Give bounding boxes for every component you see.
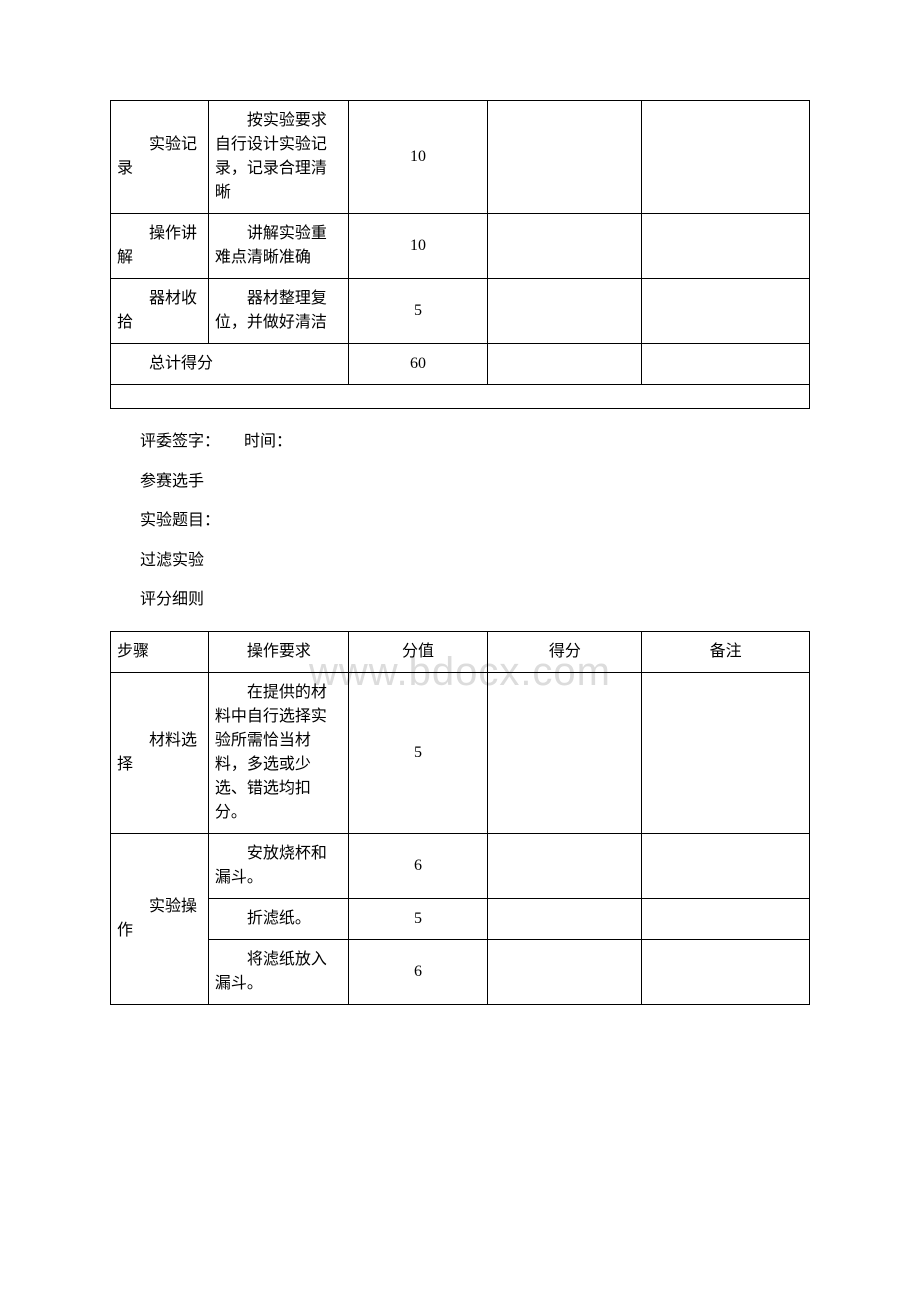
header-step: 步骤: [111, 631, 209, 672]
table-row: 器材收 拾 器材整理复位，并做好清洁 5: [111, 279, 810, 344]
score-cell: 10: [348, 214, 488, 279]
header-req-text: 操作要求: [215, 640, 342, 664]
table-row: 操作讲 解 讲解实验重难点清晰准确 10: [111, 214, 810, 279]
experiment-title-label: 实验题目：: [140, 508, 810, 534]
note-cell: [642, 101, 810, 214]
step-text-line1: 材料选: [117, 729, 202, 753]
score-cell: 6: [348, 939, 488, 1004]
table-row: 实验操 作 安放烧杯和漏斗。 6: [111, 833, 810, 898]
req-cell: 折滤纸。: [208, 898, 348, 939]
got-cell: [488, 833, 642, 898]
step-text-line2: 择: [117, 753, 202, 777]
req-cell: 讲解实验重难点清晰准确: [208, 214, 348, 279]
table-row: 将滤纸放入漏斗。 6: [111, 939, 810, 1004]
middle-text-block: 评委签字： 时间： 参赛选手 实验题目： 过滤实验 评分细则: [140, 429, 810, 613]
req-text: 折滤纸。: [215, 907, 342, 931]
step-text-line2: 解: [117, 246, 202, 270]
total-label-text: 总计得分: [117, 352, 213, 376]
note-cell: [642, 672, 810, 833]
req-cell: 安放烧杯和漏斗。: [208, 833, 348, 898]
got-cell: [488, 672, 642, 833]
step-cell: 操作讲 解: [111, 214, 209, 279]
step-text-line1: 器材收: [117, 287, 202, 311]
table-header-row: 步骤 操作要求 分值 得分 备注: [111, 631, 810, 672]
header-step-text: 步骤: [117, 643, 149, 660]
empty-cell: [111, 385, 810, 409]
contestant-line: 参赛选手: [140, 469, 810, 495]
step-text-line2: 拾: [117, 311, 202, 335]
step-text-line1: 操作讲: [117, 222, 202, 246]
note-cell: [642, 279, 810, 344]
scoring-rules-label: 评分细则: [140, 587, 810, 613]
score-cell: 5: [348, 279, 488, 344]
table-empty-row: [111, 385, 810, 409]
step-cell: 器材收 拾: [111, 279, 209, 344]
table-2: 步骤 操作要求 分值 得分 备注 材料选 择 在提供的材料中自行选择实验所需恰当…: [110, 631, 810, 1005]
req-cell: 在提供的材料中自行选择实验所需恰当材料，多选或少选、错选均扣分。: [208, 672, 348, 833]
req-text: 安放烧杯和漏斗。: [215, 842, 342, 890]
score-cell: 5: [348, 672, 488, 833]
got-cell: [488, 279, 642, 344]
note-cell: [642, 939, 810, 1004]
total-score-cell: 60: [348, 344, 488, 385]
total-label-cell: 总计得分: [111, 344, 349, 385]
total-note-cell: [642, 344, 810, 385]
page-content: 实验记 录 按实验要求自行设计实验记录，记录合理清晰 10 操作讲 解 讲解实验…: [110, 100, 810, 1005]
score-cell: 5: [348, 898, 488, 939]
table-1: 实验记 录 按实验要求自行设计实验记录，记录合理清晰 10 操作讲 解 讲解实验…: [110, 100, 810, 409]
note-cell: [642, 833, 810, 898]
header-note: 备注: [642, 631, 810, 672]
step-text-line2: 录: [117, 157, 202, 181]
header-got: 得分: [488, 631, 642, 672]
got-cell: [488, 214, 642, 279]
req-text: 在提供的材料中自行选择实验所需恰当材料，多选或少选、错选均扣分。: [215, 681, 342, 825]
step-text-line1: 实验记: [117, 133, 202, 157]
step-cell-group: 实验操 作: [111, 833, 209, 1004]
header-score: 分值: [348, 631, 488, 672]
table-row: 折滤纸。 5: [111, 898, 810, 939]
header-req: 操作要求: [208, 631, 348, 672]
score-cell: 6: [348, 833, 488, 898]
req-text: 器材整理复位，并做好清洁: [215, 287, 342, 335]
req-cell: 按实验要求自行设计实验记录，记录合理清晰: [208, 101, 348, 214]
req-cell: 将滤纸放入漏斗。: [208, 939, 348, 1004]
req-text: 讲解实验重难点清晰准确: [215, 222, 342, 270]
note-cell: [642, 214, 810, 279]
req-cell: 器材整理复位，并做好清洁: [208, 279, 348, 344]
table-row: 材料选 择 在提供的材料中自行选择实验所需恰当材料，多选或少选、错选均扣分。 5: [111, 672, 810, 833]
judge-signature-line: 评委签字： 时间：: [140, 429, 810, 455]
step-cell: 材料选 择: [111, 672, 209, 833]
score-cell: 10: [348, 101, 488, 214]
got-cell: [488, 939, 642, 1004]
step-text-line1: 实验操: [117, 895, 202, 919]
table-row: 实验记 录 按实验要求自行设计实验记录，记录合理清晰 10: [111, 101, 810, 214]
total-got-cell: [488, 344, 642, 385]
experiment-title-value: 过滤实验: [140, 548, 810, 574]
got-cell: [488, 101, 642, 214]
got-cell: [488, 898, 642, 939]
step-cell: 实验记 录: [111, 101, 209, 214]
note-cell: [642, 898, 810, 939]
req-text: 按实验要求自行设计实验记录，记录合理清晰: [215, 109, 342, 205]
step-text-line2: 作: [117, 919, 202, 943]
table-total-row: 总计得分 60: [111, 344, 810, 385]
req-text: 将滤纸放入漏斗。: [215, 948, 342, 996]
